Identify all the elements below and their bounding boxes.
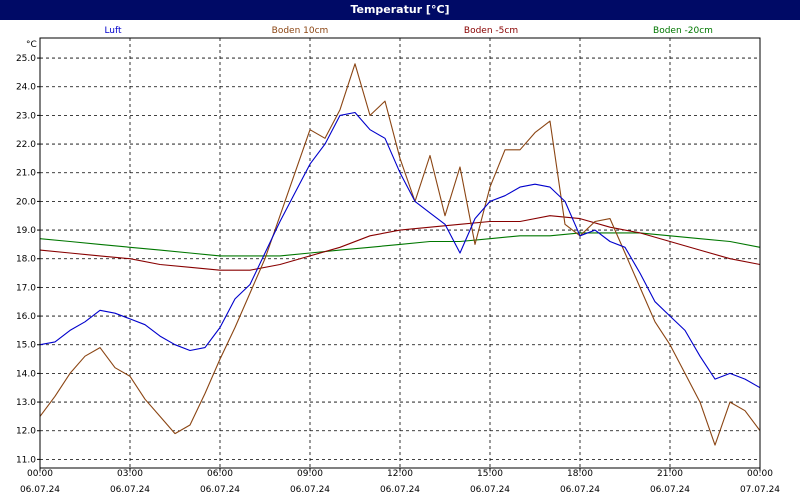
x-tick-time: 09:00 xyxy=(297,469,323,479)
series-line xyxy=(39,215,761,271)
x-tick-date: 07.07.24 xyxy=(740,485,780,495)
series-line xyxy=(39,111,761,389)
x-tick-date: 06.07.24 xyxy=(380,485,420,495)
x-axis: 00:00 06.07.24 03:00 06.07.24 06:00 06.07.24 0… xyxy=(20,468,780,495)
x-tick-date: 06.07.24 xyxy=(650,485,690,495)
x-tick-time: 21:00 xyxy=(657,469,683,479)
x-tick-date: 06.07.24 xyxy=(560,485,600,495)
chart-title: Temperatur [°C] xyxy=(0,0,800,20)
y-tick-label: 12.0 xyxy=(16,427,36,437)
x-tick-date: 06.07.24 xyxy=(470,485,510,495)
y-tick-label: 13.0 xyxy=(16,398,36,408)
y-tick-label: 19.0 xyxy=(16,226,36,236)
y-tick-label: 16.0 xyxy=(16,312,36,322)
x-tick-time: 06:00 xyxy=(207,469,233,479)
y-tick-label: 22.0 xyxy=(16,140,36,150)
x-tick-time: 18:00 xyxy=(567,469,593,479)
x-tick-time: 03:00 xyxy=(117,469,143,479)
legend-entry: Luft xyxy=(104,26,122,36)
y-tick-label: 24.0 xyxy=(16,83,36,93)
y-tick-label: 21.0 xyxy=(16,169,36,179)
legend-entry: Boden 10cm xyxy=(272,26,329,36)
series-group xyxy=(39,63,761,446)
temperature-chart: Luft Boden 10cm Boden -5cm Boden -20cm °C 11… xyxy=(0,20,800,500)
y-tick-label: 20.0 xyxy=(16,197,36,207)
legend: Luft Boden 10cm Boden -5cm Boden -20cm xyxy=(104,26,713,36)
y-tick-label: 11.0 xyxy=(16,455,36,465)
legend-entry: Boden -5cm xyxy=(464,26,518,36)
y-axis-unit: °C xyxy=(26,40,37,50)
x-tick-date: 06.07.24 xyxy=(200,485,240,495)
x-tick-time: 00:00 xyxy=(27,469,53,479)
series-line xyxy=(39,63,761,446)
y-tick-label: 25.0 xyxy=(16,54,36,64)
x-tick-time: 12:00 xyxy=(387,469,413,479)
y-tick-label: 23.0 xyxy=(16,111,36,121)
y-tick-label: 14.0 xyxy=(16,369,36,379)
y-tick-label: 17.0 xyxy=(16,283,36,293)
x-tick-date: 06.07.24 xyxy=(20,485,60,495)
y-tick-label: 18.0 xyxy=(16,255,36,265)
x-tick-time: 00:00 xyxy=(747,469,773,479)
legend-entry: Boden -20cm xyxy=(653,26,713,36)
y-tick-label: 15.0 xyxy=(16,341,36,351)
y-axis: °C 11.0 12.0 13.0 14.0 15.0 16.0 17.0 18.0 19.0 20… xyxy=(16,40,40,465)
x-tick-time: 15:00 xyxy=(477,469,503,479)
x-tick-date: 06.07.24 xyxy=(290,485,330,495)
x-tick-date: 06.07.24 xyxy=(110,485,150,495)
